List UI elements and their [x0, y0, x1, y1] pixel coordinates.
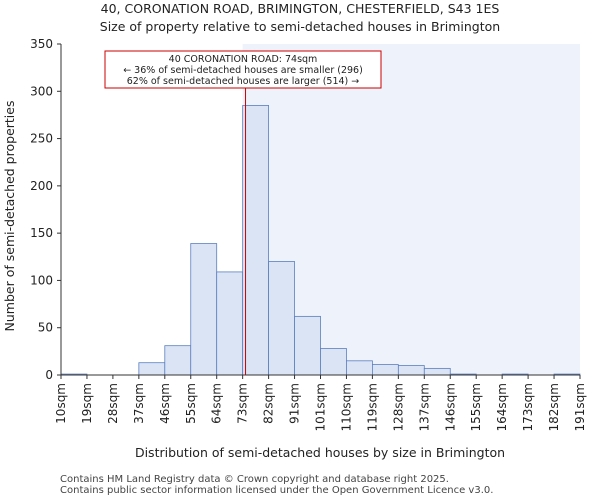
y-tick-label: 100 — [30, 273, 53, 287]
footer-line-1: Contains HM Land Registry data © Crown c… — [60, 474, 449, 485]
x-tick-label: 28sqm — [106, 383, 120, 424]
bar-110sqm — [346, 360, 373, 376]
footer-line-2: Contains public sector information licen… — [60, 485, 494, 496]
x-axis: 10sqm 19sqm 28sqm 37sqm 46sqm 55sqm 64sqm 73sqm… — [54, 375, 587, 431]
y-axis: 0 50 100 150 200 250 300 350 — [30, 37, 61, 382]
bar-55sqm — [190, 243, 218, 376]
y-tick-label: 0 — [45, 368, 53, 382]
x-tick-label: 182sqm — [547, 383, 561, 431]
bar-73sqm — [242, 105, 269, 376]
x-tick-label: 55sqm — [184, 383, 198, 424]
x-tick-label: 146sqm — [443, 383, 457, 431]
y-tick-label: 350 — [30, 37, 53, 51]
y-tick-label: 200 — [30, 179, 53, 193]
x-tick-label: 37sqm — [132, 383, 146, 424]
annotation-box — [104, 50, 382, 89]
y-tick-label: 150 — [30, 226, 53, 240]
bar-37sqm — [138, 362, 166, 376]
bar-91sqm — [294, 315, 321, 376]
x-tick-label: 191sqm — [573, 383, 587, 431]
bars-group — [60, 105, 581, 376]
x-tick-label: 110sqm — [339, 383, 353, 431]
y-tick-label: 250 — [30, 132, 53, 146]
x-tick-label: 137sqm — [417, 383, 431, 431]
annotation-line-1: 40 CORONATION ROAD: 74sqm — [169, 54, 318, 65]
bar-128sqm — [397, 365, 425, 376]
bar-64sqm — [216, 271, 244, 376]
x-tick-label: 101sqm — [314, 383, 328, 431]
bar-101sqm — [320, 348, 347, 376]
x-tick-label: 10sqm — [54, 383, 68, 424]
x-tick-label: 119sqm — [365, 383, 379, 431]
chart-title: 40, CORONATION ROAD, BRIMINGTON, CHESTER… — [101, 1, 500, 16]
bar-137sqm — [423, 367, 451, 376]
x-tick-label: 155sqm — [469, 383, 483, 431]
y-axis-label: Number of semi-detached properties — [2, 101, 17, 332]
x-tick-label: 91sqm — [288, 383, 302, 424]
x-tick-label: 73sqm — [236, 383, 250, 424]
annotation-line-3: 62% of semi-detached houses are larger (… — [127, 76, 360, 87]
x-tick-label: 173sqm — [521, 383, 535, 431]
annotation-line-2: ← 36% of semi-detached houses are smalle… — [123, 65, 363, 76]
bar-46sqm — [164, 345, 192, 376]
chart-subtitle: Size of property relative to semi-detach… — [100, 19, 500, 34]
y-tick-label: 300 — [30, 84, 53, 98]
x-tick-label: 64sqm — [210, 383, 224, 424]
x-tick-label: 164sqm — [495, 383, 509, 431]
chart: 40, CORONATION ROAD, BRIMINGTON, CHESTER… — [2, 1, 587, 460]
x-axis-label: Distribution of semi-detached houses by … — [135, 445, 505, 460]
x-tick-label: 82sqm — [262, 383, 276, 424]
bar-82sqm — [268, 261, 295, 376]
y-tick-label: 50 — [38, 321, 53, 335]
x-tick-label: 128sqm — [391, 383, 405, 431]
bar-119sqm — [371, 364, 399, 376]
x-tick-label: 19sqm — [80, 383, 94, 424]
x-tick-label: 46sqm — [158, 383, 172, 424]
